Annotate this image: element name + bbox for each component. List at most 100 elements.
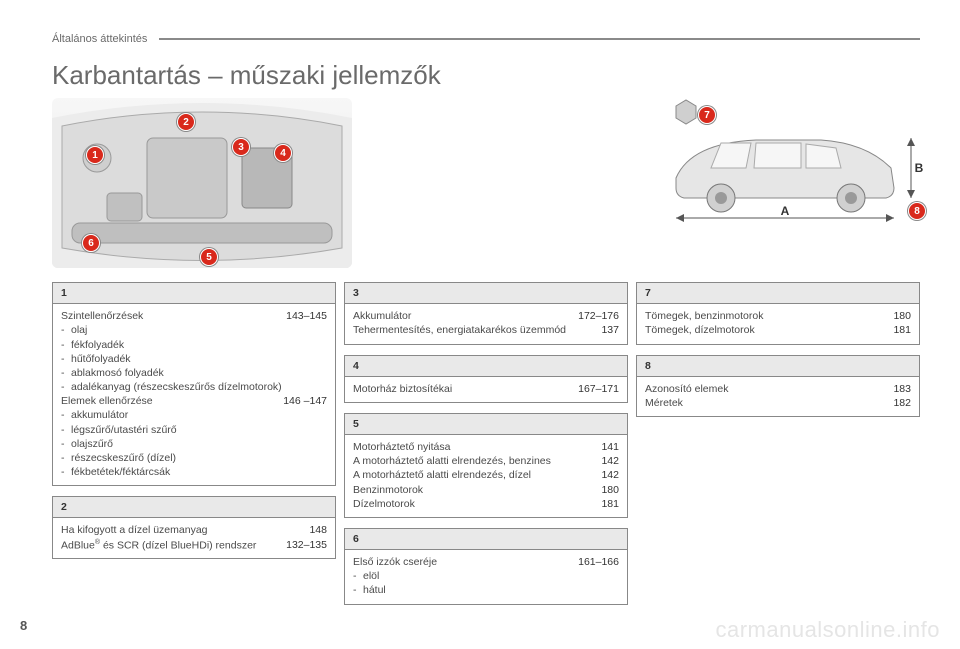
engine-marker-3: 3 xyxy=(232,138,250,156)
info-row-page: 182 xyxy=(893,396,911,410)
info-box-body: Azonosító elemek183Méretek182 xyxy=(637,377,919,416)
info-box-body: Szintellenőrzések143–145olajfékfolyadékh… xyxy=(53,304,335,485)
info-row-page: 146 –147 xyxy=(283,394,327,408)
info-row-label: Azonosító elemek xyxy=(645,382,893,396)
engine-marker-2: 2 xyxy=(177,113,195,131)
info-subitem: elöl xyxy=(353,569,619,583)
info-row-page: 141 xyxy=(601,440,619,454)
car-marker-7: 7 xyxy=(698,106,716,124)
info-subitem: ablakmosó folyadék xyxy=(61,366,327,380)
info-box-body: Első izzók cseréje161–166elölhátul xyxy=(345,550,627,604)
info-row-label: Motorház biztosítékai xyxy=(353,382,578,396)
info-row-label: Dízelmotorok xyxy=(353,497,601,511)
info-column-3: 7Tömegek, benzinmotorok180Tömegek, dízel… xyxy=(636,282,920,427)
info-subitem: adalékanyag (részecskeszűrős dízelmotoro… xyxy=(61,380,327,394)
info-row-page: 181 xyxy=(601,497,619,511)
car-side-svg: A B xyxy=(636,98,926,228)
info-box-body: Ha kifogyott a dízel üzemanyag148AdBlue®… xyxy=(53,518,335,558)
info-row-page: 180 xyxy=(601,483,619,497)
info-row-page: 137 xyxy=(601,323,619,337)
info-row-label: Benzinmotorok xyxy=(353,483,601,497)
info-box-5: 5Motorháztető nyitása141A motorháztető a… xyxy=(344,413,628,518)
info-row-page: 142 xyxy=(601,468,619,482)
car-marker-8: 8 xyxy=(908,202,926,220)
info-box-2: 2Ha kifogyott a dízel üzemanyag148AdBlue… xyxy=(52,496,336,559)
info-subitem: részecskeszűrő (dízel) xyxy=(61,451,327,465)
car-side-figure: A B 7 8 xyxy=(636,98,926,228)
info-row-label: Elemek ellenőrzése xyxy=(61,394,283,408)
dim-b-label: B xyxy=(915,161,924,175)
info-subitem: akkumulátor xyxy=(61,408,327,422)
info-row-label: Szintellenőrzések xyxy=(61,309,286,323)
info-box-header: 4 xyxy=(345,356,627,377)
info-row-page: 161–166 xyxy=(578,555,619,569)
engine-marker-6: 6 xyxy=(82,234,100,252)
info-box-body: Motorháztető nyitása141A motorháztető al… xyxy=(345,435,627,517)
info-row: Tehermentesítés, energiatakarékos üzemmó… xyxy=(353,323,619,337)
info-row-page: 167–171 xyxy=(578,382,619,396)
info-row: A motorháztető alatti elrendezés, benzin… xyxy=(353,454,619,468)
info-row-label: Tömegek, dízelmotorok xyxy=(645,323,893,337)
info-row: Elemek ellenőrzése146 –147 xyxy=(61,394,327,408)
info-row: AdBlue® és SCR (dízel BlueHDi) rendszer1… xyxy=(61,538,327,553)
info-row: Tömegek, dízelmotorok181 xyxy=(645,323,911,337)
info-subitem: fékfolyadék xyxy=(61,338,327,352)
info-row: Motorháztető nyitása141 xyxy=(353,440,619,454)
info-box-6: 6Első izzók cseréje161–166elölhátul xyxy=(344,528,628,605)
info-row-page: 181 xyxy=(893,323,911,337)
section-header: Általános áttekintés xyxy=(52,30,920,48)
info-box-8: 8Azonosító elemek183Méretek182 xyxy=(636,355,920,418)
info-row-label: Első izzók cseréje xyxy=(353,555,578,569)
engine-bay-figure: 1 2 3 4 5 6 xyxy=(52,98,352,268)
info-row: Méretek182 xyxy=(645,396,911,410)
info-row: Motorház biztosítékai167–171 xyxy=(353,382,619,396)
info-row-label: Méretek xyxy=(645,396,893,410)
info-box-header: 2 xyxy=(53,497,335,518)
info-row-page: 143–145 xyxy=(286,309,327,323)
info-box-7: 7Tömegek, benzinmotorok180Tömegek, dízel… xyxy=(636,282,920,345)
info-subitem: olajszűrő xyxy=(61,437,327,451)
info-subitem: olaj xyxy=(61,323,327,337)
info-row-page: 148 xyxy=(309,523,327,537)
info-box-3: 3Akkumulátor172–176Tehermentesítés, ener… xyxy=(344,282,628,345)
info-column-1: 1Szintellenőrzések143–145olajfékfolyadék… xyxy=(52,282,336,569)
info-row-label: A motorháztető alatti elrendezés, benzin… xyxy=(353,454,601,468)
info-row: Tömegek, benzinmotorok180 xyxy=(645,309,911,323)
info-box-header: 6 xyxy=(345,529,627,550)
info-box-header: 7 xyxy=(637,283,919,304)
info-subitem: légszűrő/utastéri szűrő xyxy=(61,423,327,437)
info-subitem: hátul xyxy=(353,583,619,597)
info-row: Szintellenőrzések143–145 xyxy=(61,309,327,323)
engine-marker-4: 4 xyxy=(274,144,292,162)
info-box-body: Akkumulátor172–176Tehermentesítés, energ… xyxy=(345,304,627,343)
info-row: A motorháztető alatti elrendezés, dízel1… xyxy=(353,468,619,482)
info-row-page: 180 xyxy=(893,309,911,323)
engine-marker-5: 5 xyxy=(200,248,218,266)
page-number: 8 xyxy=(20,618,27,633)
info-row: Azonosító elemek183 xyxy=(645,382,911,396)
info-box-body: Motorház biztosítékai167–171 xyxy=(345,377,627,402)
engine-marker-1: 1 xyxy=(86,146,104,164)
info-box-header: 8 xyxy=(637,356,919,377)
info-row-label: Akkumulátor xyxy=(353,309,578,323)
info-box-body: Tömegek, benzinmotorok180Tömegek, dízelm… xyxy=(637,304,919,343)
info-column-2: 3Akkumulátor172–176Tehermentesítés, ener… xyxy=(344,282,628,615)
info-subitem: hűtőfolyadék xyxy=(61,352,327,366)
info-row: Benzinmotorok180 xyxy=(353,483,619,497)
info-box-header: 3 xyxy=(345,283,627,304)
info-row-page: 172–176 xyxy=(578,309,619,323)
info-row-label: Motorháztető nyitása xyxy=(353,440,601,454)
info-row: Dízelmotorok181 xyxy=(353,497,619,511)
info-row-page: 183 xyxy=(893,382,911,396)
info-row-label: Tehermentesítés, energiatakarékos üzemmó… xyxy=(353,323,601,337)
info-box-4: 4 Motorház biztosítékai167–171 xyxy=(344,355,628,403)
info-row-page: 132–135 xyxy=(286,538,327,553)
info-row-label: Ha kifogyott a dízel üzemanyag xyxy=(61,523,309,537)
info-row: Akkumulátor172–176 xyxy=(353,309,619,323)
info-row-label: A motorháztető alatti elrendezés, dízel xyxy=(353,468,601,482)
watermark: carmanualsonline.info xyxy=(715,617,940,643)
page-title: Karbantartás – műszaki jellemzők xyxy=(52,60,441,91)
info-row-page: 142 xyxy=(601,454,619,468)
info-row-label: Tömegek, benzinmotorok xyxy=(645,309,893,323)
header-rule xyxy=(159,38,920,40)
